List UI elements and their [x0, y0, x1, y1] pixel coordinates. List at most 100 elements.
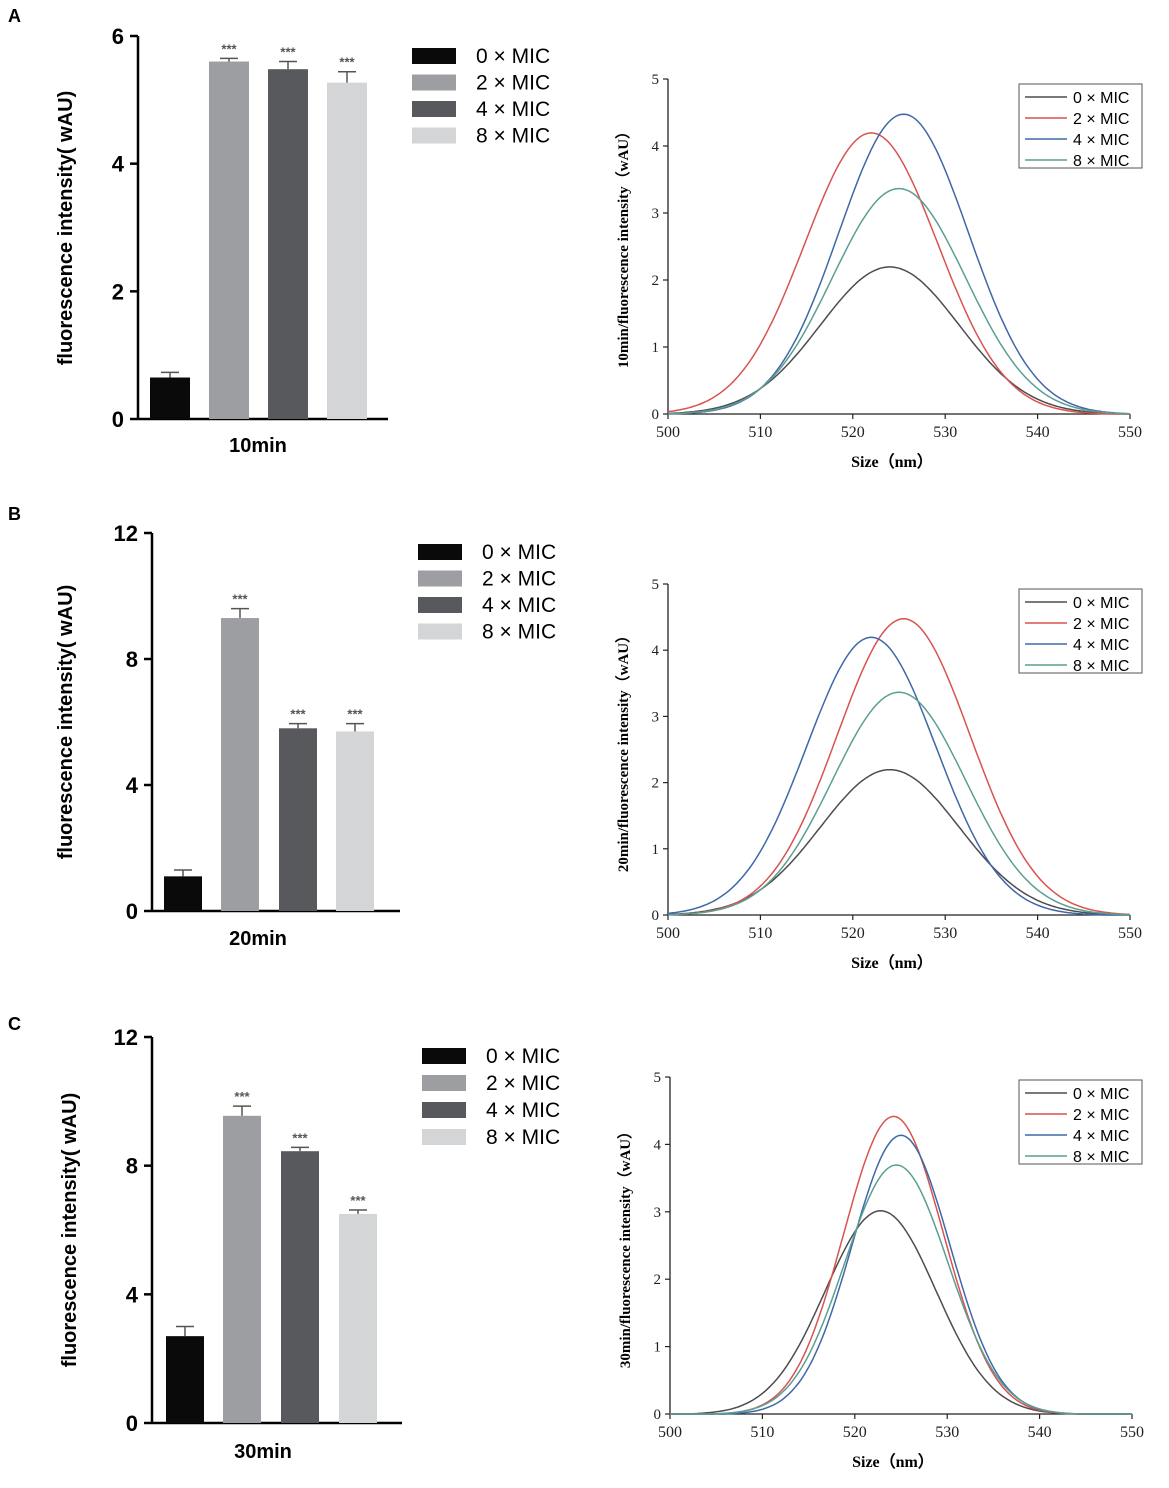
x-tick-label: 530 [933, 925, 957, 942]
x-tick-label: 540 [1026, 925, 1050, 942]
bar [209, 61, 249, 420]
y-tick-label: 2 [654, 1272, 662, 1288]
x-axis-label: 20min [229, 928, 287, 950]
charts-layer: 0 2 4 6 *** *** *** 10min fluorescence intensity… [55, 24, 1144, 1471]
significance-label: *** [339, 55, 355, 70]
bar [327, 82, 367, 420]
y-tick-label: 0 [652, 407, 660, 423]
legend-label: 2 × MIC [482, 568, 556, 591]
x-axis-label: 10min [229, 435, 287, 457]
series-line [670, 1134, 1132, 1415]
y-axis-label: fluorescence intensity( wAU) [55, 585, 77, 860]
legend-label: 8 × MIC [1073, 1149, 1129, 1166]
y-tick-label: 4 [112, 152, 125, 177]
series-line [667, 132, 1130, 415]
y-tick-label: 4 [652, 643, 660, 659]
legend-label: 4 × MIC [476, 98, 550, 121]
y-tick-label: 0 [126, 899, 138, 924]
y-tick-label: 5 [654, 1070, 662, 1086]
legend-box [1018, 588, 1143, 674]
legend-box [1018, 83, 1143, 169]
bar [281, 1151, 319, 1423]
y-tick-label: 8 [126, 647, 138, 672]
y-tick-label: 12 [114, 1025, 138, 1050]
series-line [670, 1210, 1132, 1415]
legend-label: 2 × MIC [486, 1072, 560, 1095]
legend-swatch [412, 101, 456, 117]
legend-label: 2 × MIC [1073, 616, 1129, 633]
series-line [667, 618, 1131, 916]
y-tick-label: 4 [652, 139, 660, 155]
significance-label: *** [350, 1193, 366, 1208]
legend-swatch [422, 1102, 466, 1118]
legend-label: 0 × MIC [1073, 90, 1129, 107]
y-tick-label: 2 [652, 776, 660, 792]
y-tick-label: 3 [652, 709, 660, 725]
legend-label: 4 × MIC [1073, 132, 1129, 149]
significance-label: *** [347, 707, 363, 722]
panel-letter-b: B [8, 504, 21, 524]
y-tick-label: 6 [112, 24, 124, 49]
line-chart-a: 500 510 520 530 540 550 0 1 2 3 4 5 Size（nm） 10min/fl… [614, 72, 1143, 471]
x-tick-label: 550 [1118, 925, 1142, 942]
legend-label: 0 × MIC [486, 1045, 560, 1068]
series-line [667, 691, 1131, 916]
y-tick-label: 0 [652, 908, 660, 924]
legend-label: 8 × MIC [482, 621, 556, 644]
y-tick-label: 1 [654, 1340, 662, 1356]
legend-swatch [412, 127, 456, 144]
legend-label: 8 × MIC [486, 1126, 560, 1149]
svg-text:A: A [8, 6, 21, 26]
y-tick-label: 3 [652, 206, 660, 222]
series-line [667, 266, 1131, 415]
y-tick-label: 4 [126, 1282, 139, 1307]
legend-swatch [412, 74, 456, 91]
y-tick-label: 1 [652, 842, 660, 858]
significance-label: *** [234, 1089, 250, 1104]
y-tick-label: 5 [652, 72, 660, 88]
legend-label: 8 × MIC [476, 125, 550, 148]
line-chart-b: 500 510 520 530 540 550 0 1 2 3 4 5 Size（nm） 20min/fl… [614, 577, 1143, 972]
y-axis-label: 10min/fluorescence intensity（wAU） [614, 124, 632, 368]
legend-label: 0 × MIC [1073, 595, 1129, 612]
legend-label: 0 × MIC [482, 541, 556, 564]
significance-label: *** [292, 1130, 308, 1145]
significance-label: *** [232, 592, 248, 607]
x-tick-label: 500 [658, 1424, 682, 1441]
bar [336, 731, 374, 911]
y-tick-label: 4 [654, 1137, 662, 1153]
y-tick-label: 0 [112, 407, 124, 432]
legend-label: 0 × MIC [476, 45, 550, 68]
svg-text:C: C [8, 1014, 21, 1034]
x-tick-label: 510 [750, 1424, 774, 1441]
significance-label: *** [290, 707, 306, 722]
x-tick-label: 510 [748, 925, 772, 942]
legend-label: 2 × MIC [1073, 1107, 1129, 1124]
y-axis-label: 30min/fluorescence intensity（wAU） [616, 1124, 634, 1368]
y-axis-label: fluorescence intensity( wAU) [55, 91, 77, 366]
bar-chart-b: 0 4 8 12 *** *** *** 20min fluorescence intensit… [55, 521, 556, 950]
x-axis-label: Size（nm） [851, 453, 933, 471]
y-axis-label: fluorescence intensity( wAU) [59, 1093, 81, 1368]
x-tick-label: 540 [1028, 1424, 1052, 1441]
x-axis-label: Size（nm） [852, 1453, 934, 1471]
y-tick-label: 0 [126, 1411, 138, 1436]
series-line [667, 636, 1130, 916]
series-line [667, 768, 1131, 916]
bar [268, 69, 308, 420]
y-tick-label: 1 [652, 340, 660, 356]
panel-letter-c: C [8, 1014, 21, 1034]
x-tick-label: 550 [1118, 424, 1142, 441]
y-axis-label: 20min/fluorescence intensity（wAU） [614, 628, 632, 872]
y-tick-label: 5 [652, 577, 660, 593]
legend-swatch [422, 1075, 466, 1091]
x-tick-label: 550 [1120, 1424, 1144, 1441]
bar [150, 377, 190, 419]
panel-letter-a: A [8, 6, 21, 26]
legend-swatch [422, 1048, 466, 1064]
y-tick-label: 2 [652, 273, 660, 289]
series-line [670, 1164, 1132, 1415]
x-tick-label: 500 [656, 925, 680, 942]
legend-label: 4 × MIC [486, 1099, 560, 1122]
legend-label: 0 × MIC [1073, 1086, 1129, 1103]
